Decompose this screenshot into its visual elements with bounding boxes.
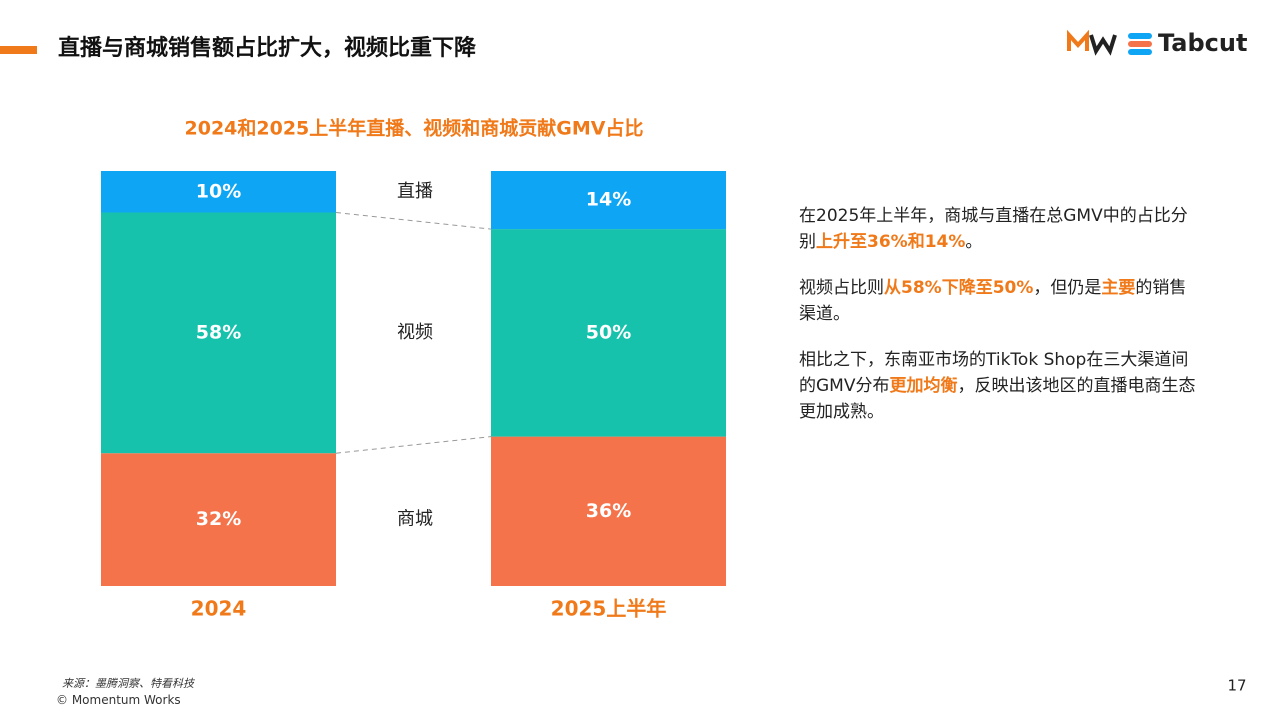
body-text: ，反映出该地区的直播电商生态更加成熟。 xyxy=(799,376,1196,422)
body-text: 。 xyxy=(965,232,983,252)
highlight-text: 更加均衡 xyxy=(889,376,958,396)
connector xyxy=(335,436,492,454)
body-text: 相比之下，东南亚市场的TikTok Shop在三大渠道间的GMV分布 xyxy=(799,350,1189,396)
paragraph: 视频占比则从58%下降至50%，但仍是主要的销售渠道。 xyxy=(799,275,1199,327)
bar-segment xyxy=(101,212,336,454)
value-label: 32% xyxy=(196,508,241,530)
value-label: 10% xyxy=(196,180,241,202)
logo-mark xyxy=(1067,29,1152,56)
body-text: 在2025年上半年，商城与直播在总GMV中的占比分别 xyxy=(799,206,1188,252)
value-label: 58% xyxy=(196,321,241,343)
title-accent xyxy=(0,46,37,54)
chart-title: 2024和2025上半年直播、视频和商城贡献GMV占比 xyxy=(185,117,644,140)
bar-segment xyxy=(491,229,726,437)
bar-segment xyxy=(101,453,336,586)
body-text: 的销售渠道。 xyxy=(799,278,1187,324)
copyright: © Momentum Works xyxy=(56,693,181,707)
body-text: 视频占比则 xyxy=(799,278,884,298)
bar-segment xyxy=(101,171,336,213)
highlight-text: 上升至36%和14% xyxy=(816,232,966,252)
page-number: 17 xyxy=(1227,677,1246,695)
paragraph: 在2025年上半年，商城与直播在总GMV中的占比分别上升至36%和14%。 xyxy=(799,203,1199,255)
highlight-text: 主要 xyxy=(1101,278,1136,298)
value-label: 36% xyxy=(586,500,631,522)
body-text: ，但仍是 xyxy=(1033,278,1102,298)
series-label: 视频 xyxy=(397,322,433,343)
value-label: 50% xyxy=(586,321,631,343)
series-label: 直播 xyxy=(397,181,433,202)
slide-title: 直播与商城销售额占比扩大，视频比重下降 xyxy=(58,35,477,61)
highlight-text: 从58%下降至50% xyxy=(884,278,1034,298)
bar-segment xyxy=(491,436,726,586)
category-label: 2025上半年 xyxy=(551,597,667,621)
bar-segment xyxy=(491,171,726,230)
commentary: 在2025年上半年，商城与直播在总GMV中的占比分别上升至36%和14%。 视频占… xyxy=(799,203,1199,445)
source: 来源：墨腾洞察、特看科技 xyxy=(62,677,194,690)
value-label: 14% xyxy=(586,189,631,211)
connector xyxy=(335,212,492,230)
paragraph: 相比之下，东南亚市场的TikTok Shop在三大渠道间的GMV分布更加均衡，反… xyxy=(799,347,1199,425)
category-label: 2024 xyxy=(191,597,247,621)
brand: Tabcut xyxy=(1158,29,1247,57)
series-label: 商城 xyxy=(397,509,433,530)
